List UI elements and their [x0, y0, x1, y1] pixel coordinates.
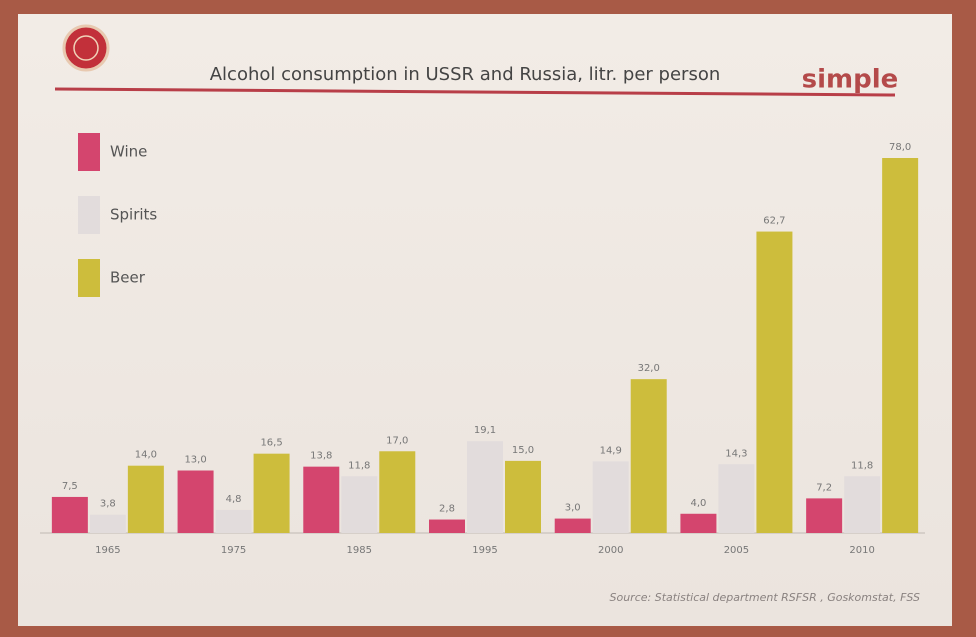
- bar: [341, 476, 378, 533]
- value-label: 4,0: [690, 498, 706, 509]
- bar: [51, 496, 88, 533]
- bar: [505, 460, 541, 533]
- bar: [303, 466, 340, 533]
- value-label: 13,8: [310, 451, 332, 462]
- value-label: 13,0: [184, 455, 206, 466]
- legend-swatch: [78, 259, 100, 297]
- bar: [718, 464, 755, 533]
- bar: [756, 231, 793, 534]
- bar: [429, 519, 465, 533]
- value-label: 11,8: [348, 460, 370, 471]
- value-label: 17,0: [386, 435, 408, 446]
- x-tick-label: 2000: [598, 545, 623, 556]
- legend-label: Spirits: [110, 206, 157, 224]
- legend-swatch: [78, 133, 100, 171]
- value-label: 62,7: [763, 216, 785, 227]
- screen: [18, 14, 952, 626]
- bar: [882, 158, 919, 533]
- value-label: 15,0: [512, 445, 534, 456]
- legend-swatch: [78, 196, 100, 234]
- bar: [554, 518, 591, 533]
- value-label: 7,5: [62, 481, 78, 492]
- bar: [680, 513, 717, 533]
- x-tick-label: 2005: [724, 545, 749, 556]
- value-label: 4,8: [226, 494, 242, 505]
- x-tick-label: 2010: [849, 545, 874, 556]
- x-tick-label: 1985: [347, 545, 372, 556]
- legend-label: Beer: [110, 269, 146, 287]
- bar: [379, 451, 416, 533]
- x-tick-label: 1965: [95, 545, 120, 556]
- value-label: 3,8: [100, 499, 116, 510]
- value-label: 7,2: [816, 482, 832, 493]
- value-label: 11,8: [851, 460, 873, 471]
- logo: simple: [802, 65, 899, 95]
- title-rule: [54, 87, 896, 97]
- emblem: [62, 24, 110, 72]
- source-note: Source: Statistical department RSFSR , G…: [609, 591, 920, 604]
- chart-title: Alcohol consumption in USSR and Russia, …: [210, 64, 721, 85]
- value-label: 14,0: [135, 450, 157, 461]
- bar: [89, 514, 126, 533]
- bar: [467, 441, 503, 533]
- x-tick-label: 1995: [472, 545, 497, 556]
- value-label: 14,9: [600, 445, 622, 456]
- bar: [215, 509, 252, 533]
- legend-label: Wine: [110, 143, 147, 161]
- bar: [806, 498, 843, 533]
- bar: [127, 465, 164, 533]
- bar: [844, 476, 881, 533]
- bar: [177, 470, 214, 533]
- bar: [253, 453, 290, 533]
- bar: [630, 379, 667, 533]
- value-label: 14,3: [725, 448, 747, 459]
- bar: [592, 461, 629, 533]
- value-label: 2,8: [439, 504, 455, 515]
- x-tick-label: 1975: [221, 545, 246, 556]
- value-label: 3,0: [565, 503, 581, 514]
- emblem-ring: [73, 35, 99, 61]
- value-label: 19,1: [474, 425, 496, 436]
- value-label: 32,0: [638, 363, 660, 374]
- value-label: 78,0: [889, 142, 911, 153]
- value-label: 16,5: [260, 438, 282, 449]
